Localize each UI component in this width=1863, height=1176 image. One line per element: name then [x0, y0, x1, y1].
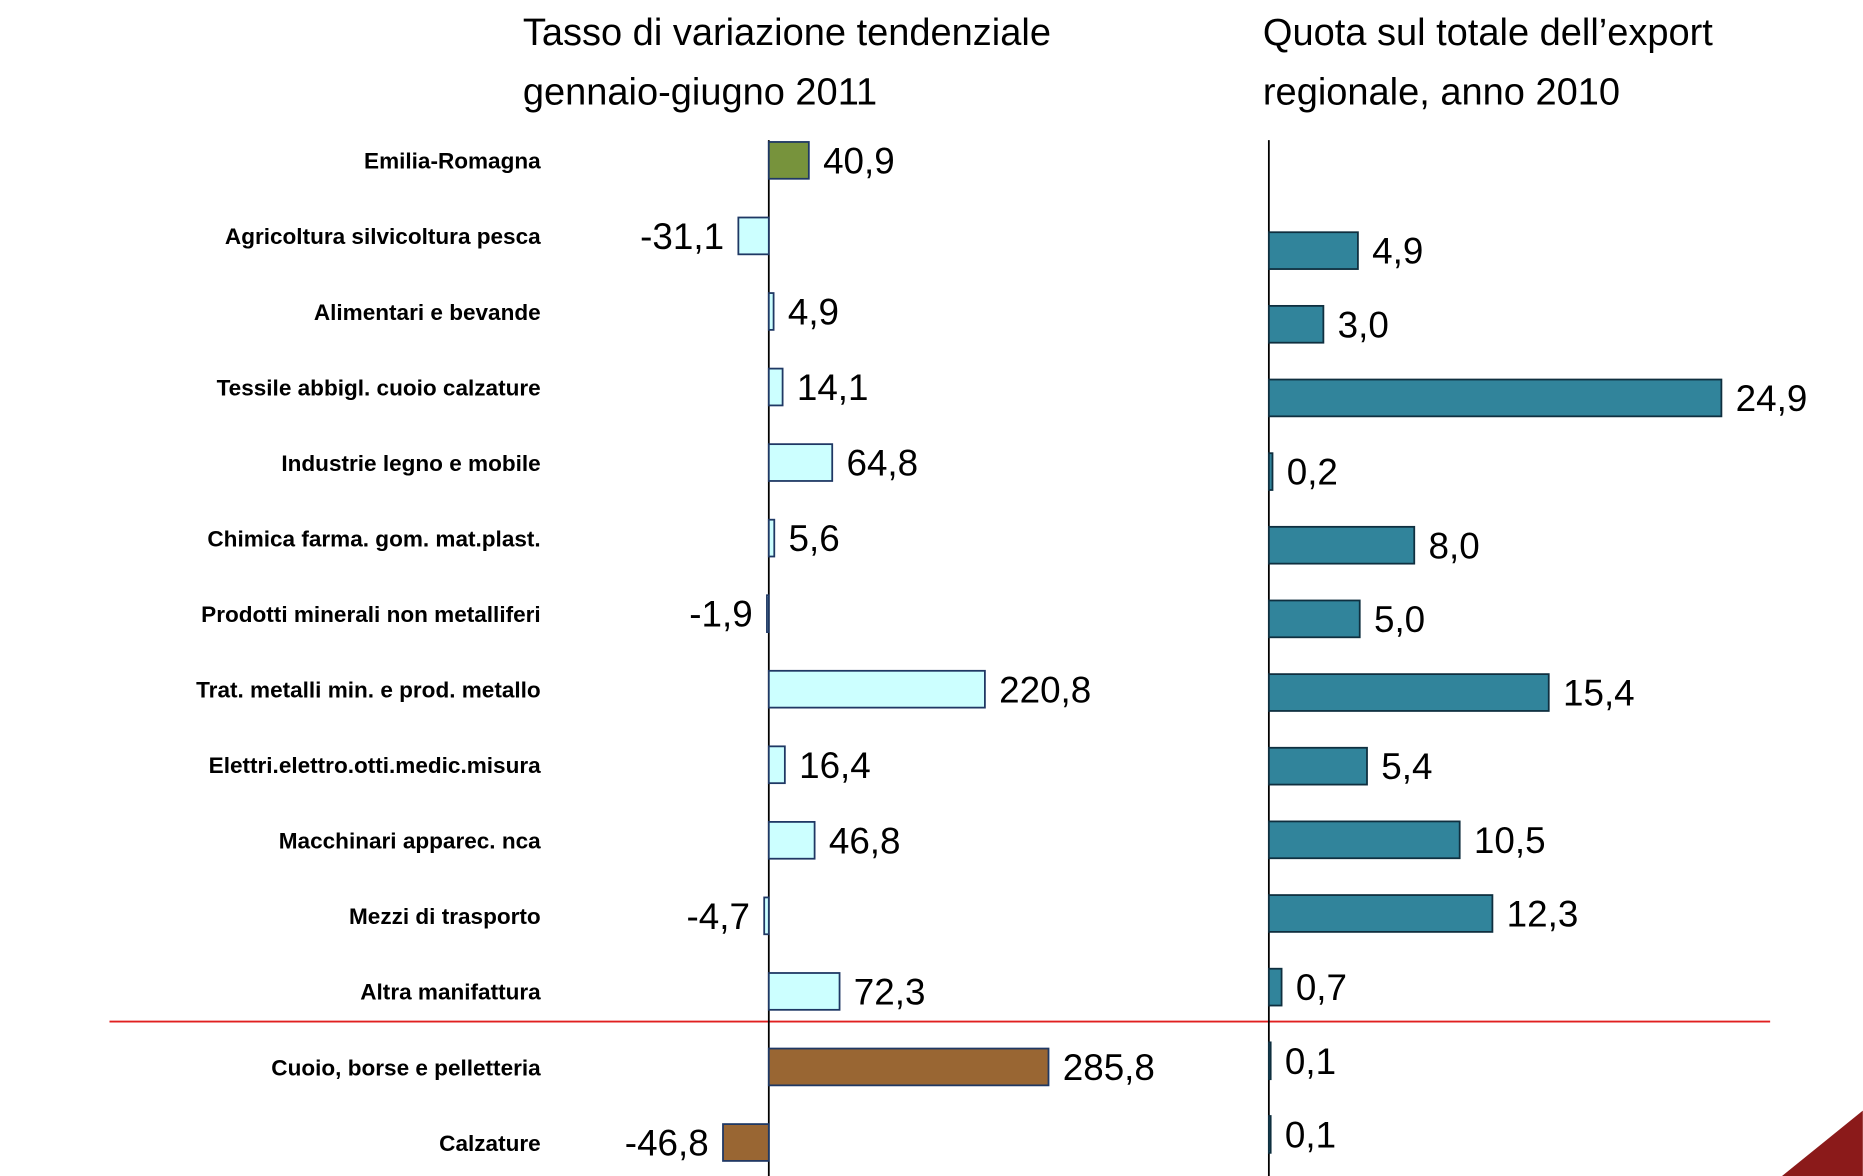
bar	[767, 745, 786, 785]
bar	[767, 821, 816, 860]
value-label: 220,8	[999, 669, 1091, 710]
value-label: 16,4	[799, 745, 871, 786]
bar	[1267, 452, 1274, 491]
bar	[763, 896, 770, 936]
value-label: 5,6	[789, 518, 840, 559]
value-label: 0,1	[1285, 1041, 1336, 1082]
value-label: 46,8	[829, 820, 901, 861]
category-label: Agricoltura silvicoltura pesca	[225, 224, 541, 249]
bar	[767, 292, 775, 331]
value-label: 10,5	[1474, 820, 1546, 861]
value-label: 72,3	[854, 971, 926, 1012]
category-label: Prodotti minerali non metalliferi	[201, 602, 541, 627]
panel-title: Tasso di variazione tendenziale	[523, 12, 1051, 54]
category-label: Chimica farma. gom. mat.plast.	[207, 526, 540, 551]
bar	[1267, 231, 1359, 270]
bar	[767, 141, 810, 180]
value-label: -4,7	[687, 896, 750, 937]
bar	[767, 1047, 1050, 1087]
bar	[1267, 894, 1494, 933]
value-label: 0,7	[1296, 967, 1347, 1008]
category-label: Altra manifattura	[360, 980, 541, 1005]
bar	[1267, 1041, 1272, 1081]
bar	[1267, 304, 1325, 344]
value-label: 15,4	[1563, 673, 1635, 714]
category-label: Macchinari apparec. nca	[279, 829, 541, 854]
bar	[1267, 525, 1416, 565]
bar	[767, 972, 841, 1011]
panel-title: Quota sul totale dell’export	[1263, 12, 1713, 54]
panel-title: gennaio-giugno 2011	[523, 72, 877, 114]
value-label: 24,9	[1736, 378, 1808, 419]
value-label: 0,2	[1287, 452, 1338, 493]
category-label: Industrie legno e mobile	[281, 451, 540, 476]
bar	[1267, 746, 1368, 786]
value-label: 4,9	[1372, 231, 1423, 272]
category-label: Mezzi di trasporto	[349, 904, 541, 929]
value-label: 285,8	[1063, 1047, 1155, 1088]
value-label: -1,9	[689, 594, 752, 635]
value-label: -46,8	[625, 1123, 709, 1164]
bar	[767, 669, 986, 709]
category-label: Emilia-Romagna	[364, 149, 541, 174]
bar	[1267, 967, 1283, 1007]
value-label: -31,1	[640, 216, 724, 257]
category-label: Cuoio, borse e pelletteria	[271, 1055, 541, 1080]
bar	[766, 594, 770, 633]
category-label: Calzature	[439, 1131, 541, 1156]
bar	[1267, 673, 1550, 712]
value-label: 8,0	[1429, 525, 1480, 566]
bar	[1267, 1115, 1272, 1154]
value-label: 40,9	[823, 140, 895, 181]
bar	[1267, 378, 1723, 418]
category-label: Tessile abbigl. cuoio calzature	[217, 375, 541, 400]
value-label: 5,4	[1381, 746, 1432, 787]
category-label: Alimentari e bevande	[314, 300, 541, 325]
bar	[767, 443, 834, 482]
bar	[1267, 820, 1461, 860]
value-label: 0,1	[1285, 1114, 1336, 1155]
value-label: 4,9	[788, 292, 839, 333]
bar	[722, 1123, 770, 1162]
value-label: 3,0	[1338, 304, 1389, 345]
value-label: 64,8	[846, 443, 918, 484]
panel-title: regionale, anno 2010	[1263, 72, 1620, 114]
bar	[737, 216, 770, 256]
bar	[1267, 599, 1361, 639]
bar	[767, 518, 776, 558]
category-label: Trat. metalli min. e prod. metallo	[196, 678, 541, 703]
value-label: 12,3	[1507, 894, 1579, 935]
category-label: Elettri.elettro.otti.medic.misura	[209, 753, 541, 778]
bar	[767, 367, 784, 407]
value-label: 14,1	[797, 367, 869, 408]
value-label: 5,0	[1374, 599, 1425, 640]
